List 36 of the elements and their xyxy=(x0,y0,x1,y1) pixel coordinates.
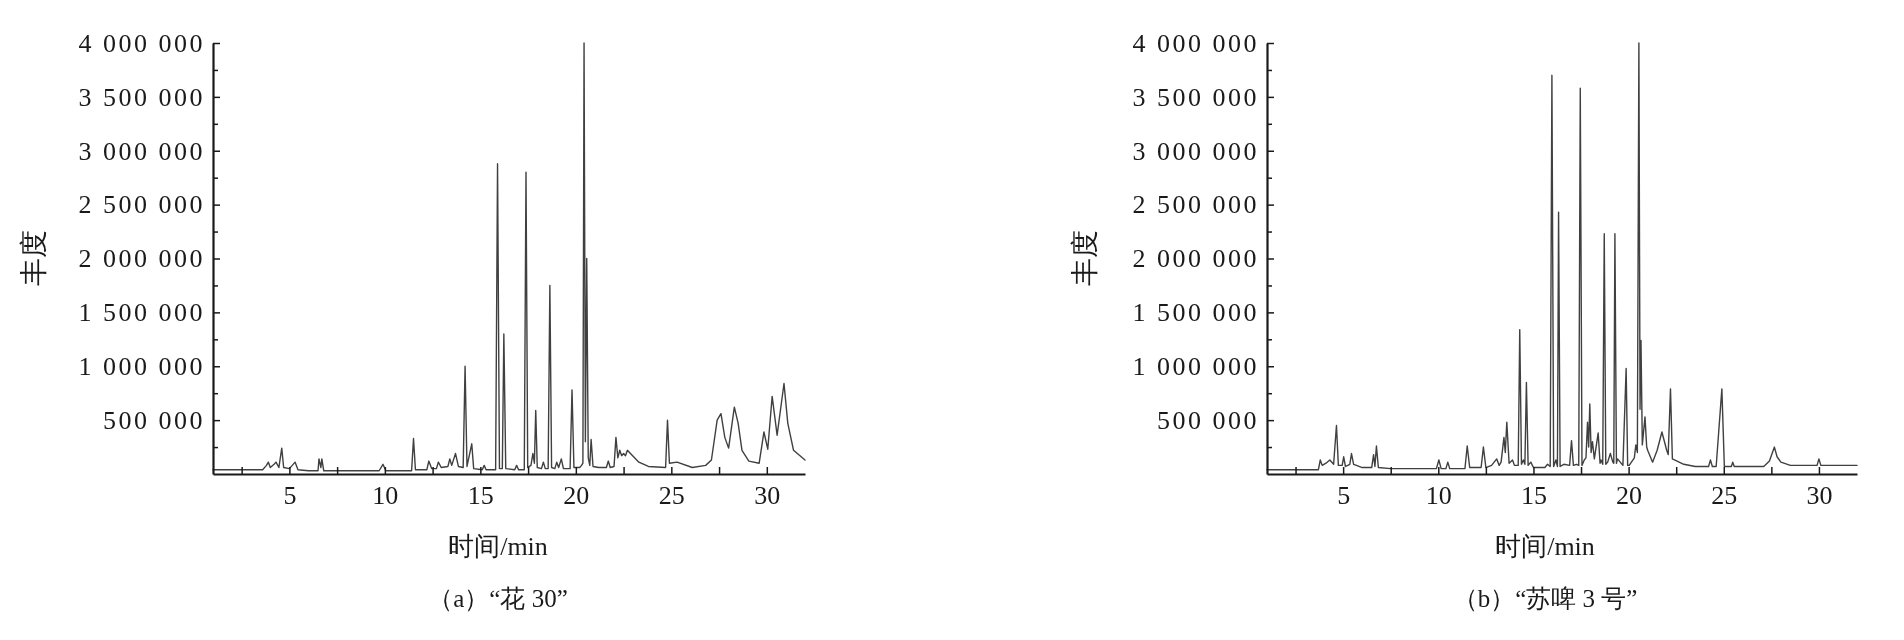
y-tick-label: 3 000 000 xyxy=(1132,136,1259,166)
x-axis-title: 时间/min xyxy=(448,532,548,561)
y-axis-title: 丰度 xyxy=(18,230,49,286)
x-tick-label: 25 xyxy=(658,481,685,511)
x-axis-title: 时间/min xyxy=(1495,532,1595,561)
y-tick-label: 2 000 000 xyxy=(78,244,205,274)
y-tick-label: 3 000 000 xyxy=(78,136,205,166)
x-tick-label: 25 xyxy=(1711,481,1738,511)
x-tick-label: 20 xyxy=(563,481,590,511)
x-tick-label: 5 xyxy=(1337,481,1351,511)
y-tick-label: 1 000 000 xyxy=(1132,352,1259,382)
y-tick-label: 500 000 xyxy=(103,405,205,435)
y-tick-label: 500 000 xyxy=(1157,405,1259,435)
x-tick-label: 20 xyxy=(1616,481,1643,511)
y-tick-label: 2 500 000 xyxy=(1132,190,1259,220)
y-tick-label: 3 500 000 xyxy=(78,82,205,112)
x-tick-label: 10 xyxy=(1425,481,1452,511)
y-tick-label: 1 500 000 xyxy=(78,298,205,328)
y-tick-label: 2 000 000 xyxy=(1132,244,1259,274)
x-tick-label: 15 xyxy=(467,481,494,511)
y-tick-label: 1 000 000 xyxy=(78,352,205,382)
x-tick-label: 30 xyxy=(1806,481,1833,511)
y-tick-label: 1 500 000 xyxy=(1132,298,1259,328)
line-series xyxy=(1266,42,1858,471)
y-tick-label: 4 000 000 xyxy=(78,28,205,58)
text: （a）“花 30” xyxy=(428,585,568,612)
line-series xyxy=(212,42,806,472)
y-tick-label: 3 500 000 xyxy=(1132,82,1259,112)
x-tick-label: 10 xyxy=(372,481,399,511)
x-tick-label: 5 xyxy=(283,481,297,511)
y-tick-label: 4 000 000 xyxy=(1132,28,1259,58)
y-tick-label: 2 500 000 xyxy=(78,190,205,220)
x-tick-label: 15 xyxy=(1520,481,1547,511)
text: （b）“苏啤 3 号” xyxy=(1452,585,1638,612)
x-tick-label: 30 xyxy=(754,481,781,511)
y-axis-title: 丰度 xyxy=(1069,230,1100,286)
